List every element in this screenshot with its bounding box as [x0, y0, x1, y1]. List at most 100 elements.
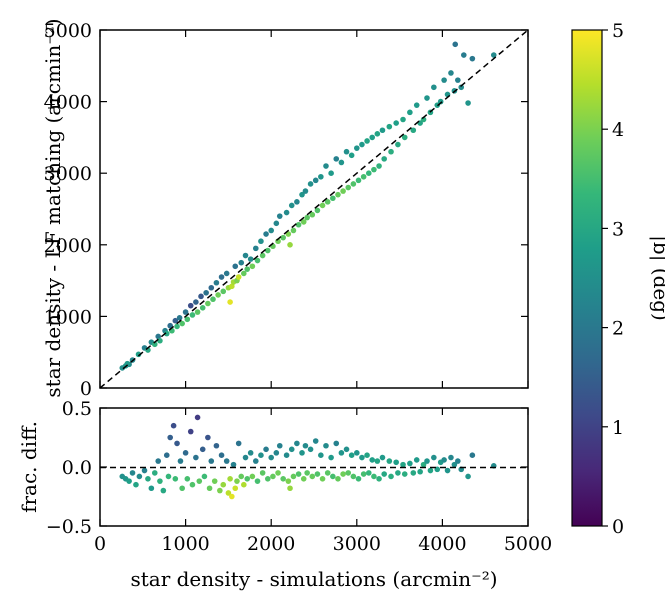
residual-point: [217, 487, 223, 494]
main-point: [324, 199, 331, 205]
residual-point: [381, 471, 387, 477]
main-point: [441, 77, 447, 83]
main-point: [193, 299, 199, 305]
residual-point: [448, 454, 454, 461]
main-point: [395, 141, 401, 148]
residual-point: [469, 452, 476, 459]
residual-point: [270, 473, 276, 480]
main-point: [448, 70, 454, 76]
main-point: [223, 270, 230, 277]
residual-point: [295, 471, 302, 477]
residual-point: [386, 458, 393, 464]
residual-point: [254, 478, 261, 484]
residual-point: [184, 476, 191, 482]
residual-point: [235, 440, 242, 447]
main-point: [300, 219, 307, 225]
residual-point: [189, 481, 196, 488]
residual-point: [413, 457, 420, 463]
residual-point: [451, 461, 458, 468]
residual-point: [258, 452, 264, 459]
main-panel: 0 1000 2000 3000 4000 5000: [44, 20, 529, 400]
main-point: [388, 148, 394, 155]
main-point: [345, 184, 352, 191]
residual-point: [165, 473, 172, 480]
residual-point: [193, 454, 199, 461]
main-point: [410, 127, 417, 134]
main-point: [203, 289, 209, 296]
residual-point: [241, 481, 247, 488]
main-point: [343, 148, 350, 155]
residual-point: [259, 470, 266, 476]
tick-label: 0: [612, 516, 624, 538]
main-point: [295, 221, 302, 228]
residual-point: [136, 473, 143, 480]
main-point: [348, 152, 355, 159]
residual-point: [223, 458, 230, 464]
main-point: [469, 55, 476, 62]
tick-label: 5000: [504, 533, 552, 555]
residual-point: [410, 470, 417, 476]
main-point: [259, 252, 266, 259]
residual-point: [348, 452, 355, 459]
residual-point: [182, 450, 189, 456]
residual-point: [234, 478, 240, 484]
residual-point: [151, 470, 158, 476]
residual-point: [300, 476, 307, 482]
main-point: [232, 263, 239, 270]
main-point: [318, 173, 324, 180]
residual-point: [126, 478, 132, 484]
residual-axes: 0 1000 2000 3000 4000 5000 −0.5 0.0 0.5: [46, 398, 552, 555]
main-point: [220, 288, 227, 295]
main-point: [319, 202, 326, 209]
main-point: [350, 181, 357, 187]
residual-point: [194, 414, 201, 421]
main-point: [198, 293, 204, 300]
residual-point: [294, 440, 300, 447]
main-point: [285, 231, 292, 237]
main-point: [330, 195, 336, 202]
residual-point: [273, 450, 280, 456]
main-point: [374, 131, 381, 137]
residual-point: [455, 458, 461, 464]
main-point: [371, 166, 377, 173]
colorbar-label: |b| (deg): [648, 235, 665, 321]
tick-label: −0.5: [46, 516, 92, 538]
main-point: [155, 333, 162, 340]
residual-point: [330, 473, 336, 480]
main-point: [287, 242, 293, 248]
main-point: [264, 247, 271, 254]
residual-point: [360, 471, 367, 477]
main-point: [455, 77, 461, 83]
main-point: [249, 263, 256, 270]
residual-point: [318, 452, 324, 459]
residual-point: [323, 442, 329, 449]
tick-label: 5000: [44, 20, 92, 42]
residual-point: [287, 485, 293, 492]
main-point: [218, 274, 225, 280]
main-point: [215, 292, 221, 298]
main-point: [290, 227, 297, 234]
main-point: [369, 134, 376, 141]
tick-label: 1000: [161, 533, 209, 555]
residual-point: [312, 438, 319, 444]
residual-point: [371, 473, 377, 480]
residual-point: [213, 442, 220, 449]
main-point: [364, 138, 370, 144]
main-point: [288, 202, 295, 209]
main-point: [163, 330, 170, 337]
residual-point: [424, 458, 430, 464]
main-point: [283, 209, 290, 216]
residual-point: [379, 454, 386, 461]
main-point: [247, 256, 254, 262]
residual-point: [211, 478, 218, 484]
residual-point: [299, 450, 305, 456]
tick-label: 2000: [44, 235, 92, 257]
residual-point: [319, 476, 326, 482]
main-point: [238, 259, 245, 266]
residual-point: [444, 467, 451, 474]
residual-point: [395, 470, 401, 476]
main-point: [268, 227, 275, 234]
residual-point: [263, 446, 269, 453]
residual-point: [314, 471, 321, 477]
main-point: [254, 257, 261, 264]
